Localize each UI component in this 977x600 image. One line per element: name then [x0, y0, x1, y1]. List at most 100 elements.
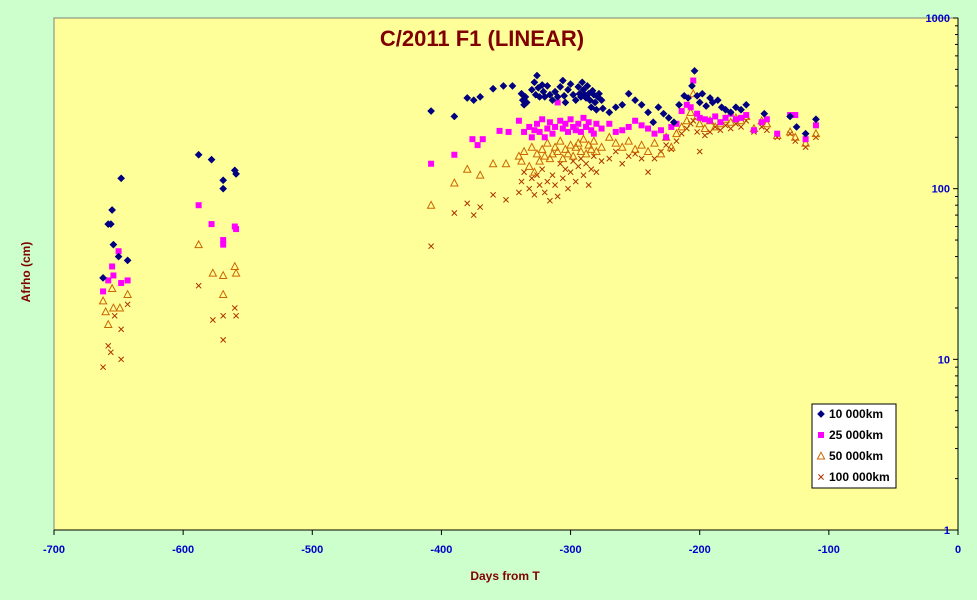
data-point — [585, 96, 594, 105]
data-point — [659, 109, 668, 118]
data-point — [712, 123, 719, 130]
data-point — [546, 119, 553, 126]
data-point — [645, 125, 652, 132]
data-point — [107, 349, 114, 356]
y-tick-label: 1000 — [926, 13, 950, 25]
data-point — [195, 282, 202, 289]
data-point — [220, 312, 227, 319]
y-axis-title: Afrho (cm) — [19, 242, 33, 303]
data-point — [657, 127, 664, 134]
data-point — [514, 151, 524, 160]
data-point — [501, 158, 511, 168]
data-point — [696, 148, 703, 155]
data-point — [549, 130, 556, 137]
data-point — [785, 127, 795, 136]
plot-area — [53, 17, 959, 531]
data-point — [123, 289, 133, 298]
data-point — [124, 277, 131, 284]
data-point — [732, 116, 739, 123]
data-point — [672, 128, 681, 138]
data-point — [428, 160, 435, 167]
data-point — [576, 146, 586, 156]
data-point — [100, 288, 107, 295]
data-point — [539, 116, 546, 123]
data-point — [118, 356, 125, 363]
data-point — [743, 112, 750, 119]
data-point — [683, 101, 690, 108]
data-point — [529, 167, 539, 176]
data-point — [105, 277, 112, 284]
data-point — [758, 119, 765, 126]
x-tick-label: -400 — [430, 544, 452, 556]
data-point — [462, 164, 472, 173]
data-point — [695, 118, 705, 128]
data-point — [638, 122, 645, 129]
data-point — [561, 98, 570, 107]
data-point — [663, 142, 670, 149]
data-point — [649, 118, 658, 127]
legend-marker — [816, 451, 826, 460]
data-point — [475, 170, 485, 179]
x-tick-label: -700 — [43, 544, 65, 556]
data-point — [515, 189, 522, 196]
data-point — [476, 92, 485, 101]
data-point — [101, 306, 111, 316]
data-point — [673, 138, 680, 145]
data-point — [695, 98, 704, 107]
data-point — [477, 204, 484, 211]
data-point — [577, 128, 584, 135]
data-point — [559, 125, 566, 132]
data-point — [632, 117, 639, 124]
data-point — [726, 108, 735, 117]
data-point — [551, 87, 560, 96]
data-point — [717, 119, 724, 126]
data-point — [598, 125, 605, 132]
data-point — [673, 120, 680, 127]
data-point — [110, 272, 117, 279]
data-point — [553, 146, 563, 156]
data-point — [568, 151, 578, 160]
data-point — [109, 263, 116, 270]
data-point — [536, 128, 543, 135]
data-point — [573, 138, 583, 147]
data-point — [98, 296, 108, 305]
data-point — [802, 136, 809, 143]
data-point — [727, 125, 734, 132]
data-point — [526, 123, 533, 130]
data-point — [701, 116, 708, 123]
data-point — [801, 138, 811, 147]
data-point — [690, 66, 699, 75]
data-point — [233, 226, 240, 233]
data-point — [654, 103, 663, 112]
data-point — [560, 91, 569, 100]
data-point — [566, 80, 575, 89]
data-point — [713, 96, 722, 105]
data-point — [463, 94, 472, 102]
data-point — [219, 176, 228, 185]
data-point — [108, 303, 118, 312]
y-tick-label: 1 — [944, 525, 950, 537]
data-point — [580, 172, 587, 179]
data-point — [583, 81, 592, 90]
y-tick-label: 100 — [932, 184, 950, 196]
chart-title: C/2011 F1 (LINEAR) — [380, 26, 584, 51]
data-point — [474, 142, 481, 149]
data-point — [801, 129, 810, 138]
data-point — [505, 128, 512, 135]
data-point — [541, 189, 548, 196]
data-point — [552, 182, 559, 189]
data-point — [651, 130, 658, 137]
data-point — [598, 158, 605, 165]
data-point — [677, 122, 687, 131]
legend-label: 50 000km — [829, 449, 883, 463]
data-point — [583, 123, 590, 130]
data-point — [802, 144, 809, 151]
data-point — [812, 134, 819, 141]
data-point — [587, 103, 596, 112]
data-point — [207, 155, 216, 164]
data-point — [678, 108, 685, 115]
data-point — [742, 100, 751, 109]
data-point — [218, 289, 228, 298]
x-tick-label: -200 — [689, 544, 711, 556]
series-0 — [99, 66, 820, 282]
